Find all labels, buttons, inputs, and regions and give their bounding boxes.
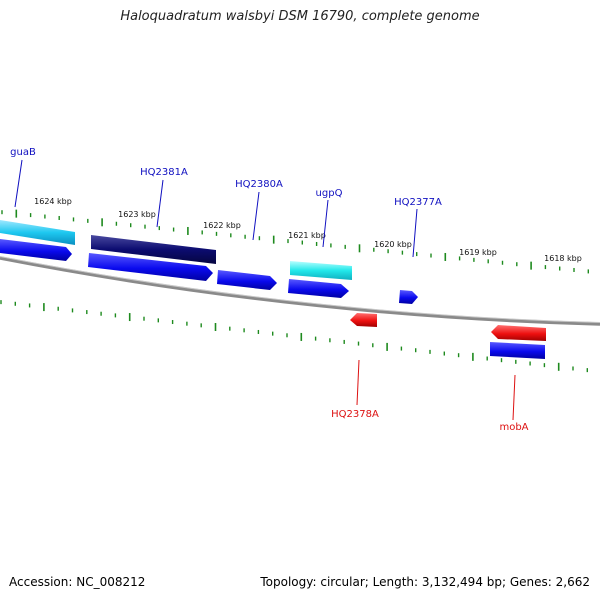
- features: [0, 220, 546, 359]
- map-title: Haloquadratum walsbyi DSM 16790, complet…: [120, 9, 480, 24]
- gene-arrow-guaB[interactable]: [0, 239, 72, 261]
- scale-tick-label: 1623 kbp: [118, 210, 156, 219]
- label-leaders: [14, 159, 516, 421]
- accession-text: Accession: NC_008212: [9, 575, 146, 589]
- gene-arrow-HQ2378A[interactable]: [350, 313, 377, 327]
- gene-label-mobA[interactable]: mobA: [499, 422, 528, 433]
- genome-summary-text: Topology: circular; Length: 3,132,494 bp…: [260, 575, 590, 589]
- cds-HQ2381A-bar[interactable]: [91, 235, 216, 264]
- scale-labels: 1624 kbp 1623 kbp 1622 kbp 1621 kbp 1620 kbp…: [34, 197, 582, 263]
- genome-backbone: [0, 256, 600, 326]
- gene-arrow-ugpQ[interactable]: [288, 279, 349, 298]
- gene-arrow-mobA[interactable]: [491, 325, 546, 341]
- scale-tick-label: 1618 kbp: [544, 254, 582, 263]
- gene-arrow-HQ2377A[interactable]: [399, 290, 418, 304]
- gene-label-HQ2381A[interactable]: HQ2381A: [140, 167, 188, 178]
- cds-guaB-bar[interactable]: [0, 220, 75, 245]
- upper-tick-track: [1, 209, 589, 274]
- cds-ugpQ-bar[interactable]: [290, 261, 352, 280]
- gene-bar-mobA-lower[interactable]: [490, 342, 545, 359]
- lower-tick-track: [0, 300, 588, 373]
- gene-label-ugpQ[interactable]: ugpQ: [316, 188, 343, 199]
- gene-labels: guaB HQ2381A HQ2380A ugpQ HQ2377A HQ2378…: [10, 147, 529, 433]
- scale-tick-label: 1622 kbp: [203, 221, 241, 230]
- gene-label-HQ2380A[interactable]: HQ2380A: [235, 179, 283, 190]
- gene-label-HQ2377A[interactable]: HQ2377A: [394, 197, 442, 208]
- gene-label-guaB[interactable]: guaB: [10, 147, 36, 158]
- scale-tick-label: 1619 kbp: [459, 248, 497, 257]
- scale-tick-label: 1624 kbp: [34, 197, 72, 206]
- scale-tick-label: 1621 kbp: [288, 231, 326, 240]
- gene-arrow-HQ2380A[interactable]: [217, 270, 277, 290]
- gene-arrow-HQ2381A[interactable]: [88, 253, 213, 281]
- scale-tick-label: 1620 kbp: [374, 240, 412, 249]
- gene-label-HQ2378A[interactable]: HQ2378A: [331, 409, 379, 420]
